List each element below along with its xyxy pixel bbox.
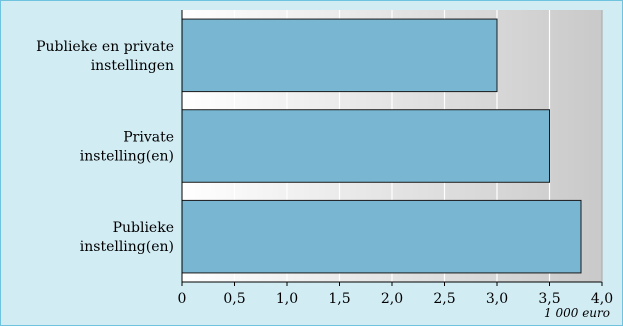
- category-label-line: Publieke: [113, 220, 174, 236]
- x-tick-label: 2,5: [433, 291, 455, 307]
- category-label: Publieke en private instellingen: [36, 39, 174, 74]
- category-label-line: instelling(en): [80, 149, 174, 165]
- bar: [181, 18, 498, 93]
- x-tick-label: 3,5: [538, 291, 560, 307]
- x-tick-label: 2,0: [381, 291, 403, 307]
- x-tick-label: 4,0: [591, 291, 613, 307]
- axes: [181, 10, 603, 286]
- category-label-line: Publieke en private: [36, 39, 174, 55]
- bar: [181, 199, 582, 274]
- category-label-line: instellingen: [91, 58, 174, 74]
- x-tick-label: 1,5: [328, 291, 350, 307]
- x-unit-label: 1 000 euro: [544, 306, 610, 320]
- bar: [181, 109, 550, 183]
- category-labels: Publieke en private instellingen Private in…: [36, 39, 174, 255]
- category-label-line: instelling(en): [80, 239, 174, 255]
- x-tick-label: 0,5: [223, 291, 245, 307]
- x-tick-label: 1,0: [276, 291, 298, 307]
- category-label: Private instelling(en): [80, 130, 174, 165]
- x-tick-label: 3,0: [486, 291, 508, 307]
- category-label-line: Private: [123, 130, 174, 146]
- x-tick-labels: 0 0,5 1,0 1,5 2,0 2,5 3,0 3,5 4,0: [178, 291, 614, 307]
- category-label: Publieke instelling(en): [80, 220, 174, 255]
- x-tick-label: 0: [178, 291, 187, 307]
